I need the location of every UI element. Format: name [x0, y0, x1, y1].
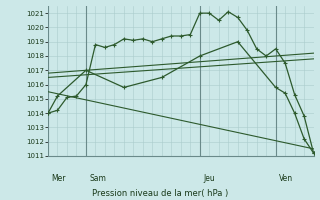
Text: Sam: Sam: [89, 174, 106, 183]
Text: Mer: Mer: [51, 174, 66, 183]
Text: Pression niveau de la mer( hPa ): Pression niveau de la mer( hPa ): [92, 189, 228, 198]
Text: Ven: Ven: [279, 174, 293, 183]
Text: Jeu: Jeu: [203, 174, 215, 183]
